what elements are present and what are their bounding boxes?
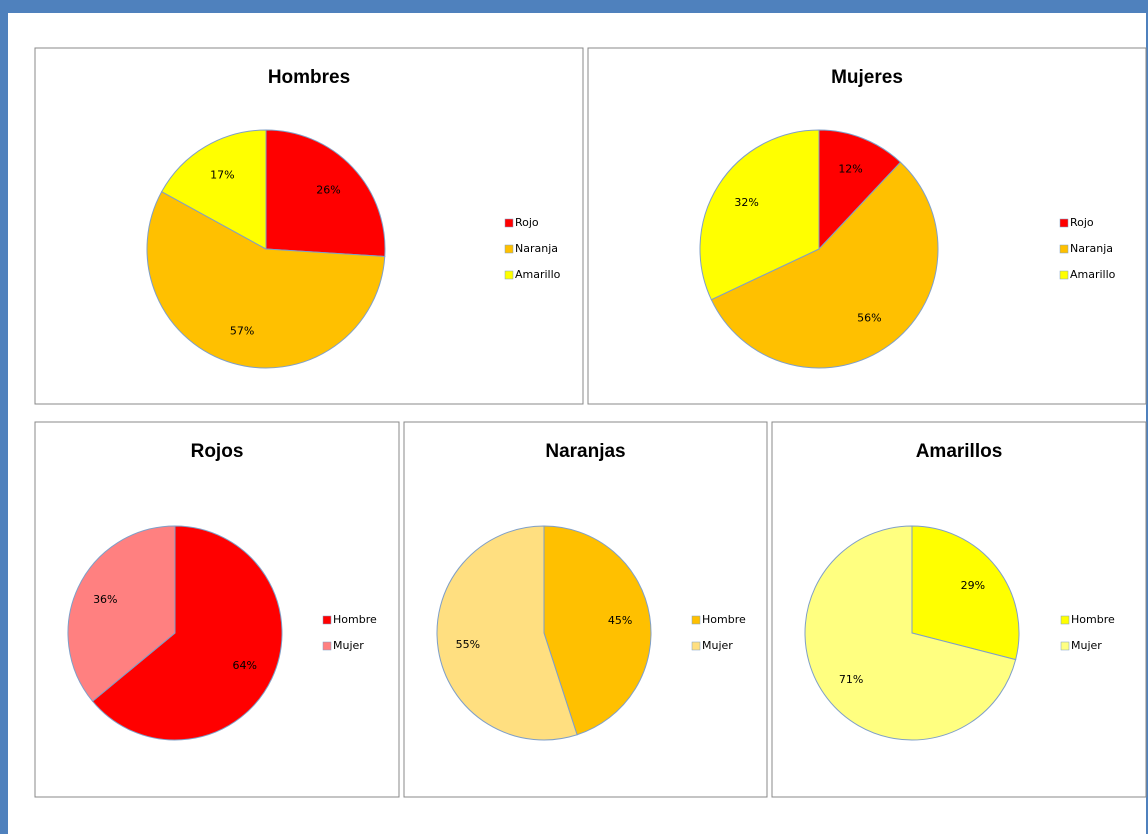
header-bar (0, 0, 1148, 13)
legend-label: Mujer (702, 639, 733, 652)
left-border (0, 0, 8, 834)
slice-label: 17% (210, 168, 234, 181)
pie-slice (265, 129, 386, 258)
slice-label: 32% (734, 196, 758, 209)
chart-title: Rojos (191, 441, 244, 462)
chart-title: Naranjas (545, 441, 625, 462)
pie-slice (146, 190, 386, 369)
pie-slice (699, 129, 820, 301)
legend-swatch (322, 641, 332, 651)
legend-swatch (504, 218, 514, 228)
pie-slice (436, 525, 578, 741)
legend-label: Amarillo (1070, 268, 1116, 281)
legend-swatch (504, 270, 514, 280)
legend-swatch (322, 615, 332, 625)
legend-swatch (1060, 615, 1070, 625)
slice-label: 29% (961, 579, 985, 592)
slice-label: 36% (93, 593, 117, 606)
chart-title: Hombres (268, 67, 350, 88)
legend-swatch (1060, 641, 1070, 651)
legend-swatch (1059, 244, 1069, 254)
pie-slice (911, 525, 1020, 661)
pie-slice (710, 161, 939, 369)
legend-label: Naranja (515, 242, 558, 255)
legend-label: Hombre (1071, 613, 1115, 626)
legend-label: Mujer (1071, 639, 1102, 652)
slice-label: 64% (232, 659, 256, 672)
pie-slice (67, 525, 176, 702)
legend-label: Hombre (702, 613, 746, 626)
right-border (1146, 0, 1148, 834)
legend-label: Rojo (1070, 216, 1094, 229)
legend-label: Mujer (333, 639, 364, 652)
slice-label: 55% (456, 638, 480, 651)
slice-label: 45% (608, 614, 632, 627)
slice-label: 26% (316, 183, 340, 196)
legend-swatch (691, 615, 701, 625)
legend-label: Naranja (1070, 242, 1113, 255)
legend-swatch (504, 244, 514, 254)
chart-title: Mujeres (831, 67, 903, 88)
legend-swatch (691, 641, 701, 651)
pie-slice (804, 525, 1017, 741)
slice-label: 71% (839, 673, 863, 686)
legend-swatch (1059, 270, 1069, 280)
legend-label: Hombre (333, 613, 377, 626)
pie-slice (161, 129, 267, 250)
pie-slice (818, 129, 902, 251)
pie-slice (91, 525, 283, 741)
slice-label: 57% (230, 324, 254, 337)
legend-swatch (1059, 218, 1069, 228)
pie-slice (543, 525, 652, 736)
legend-label: Rojo (515, 216, 539, 229)
legend-label: Amarillo (515, 268, 561, 281)
chart-title: Amarillos (916, 441, 1003, 462)
slice-label: 12% (838, 162, 862, 175)
slice-label: 56% (857, 311, 881, 324)
